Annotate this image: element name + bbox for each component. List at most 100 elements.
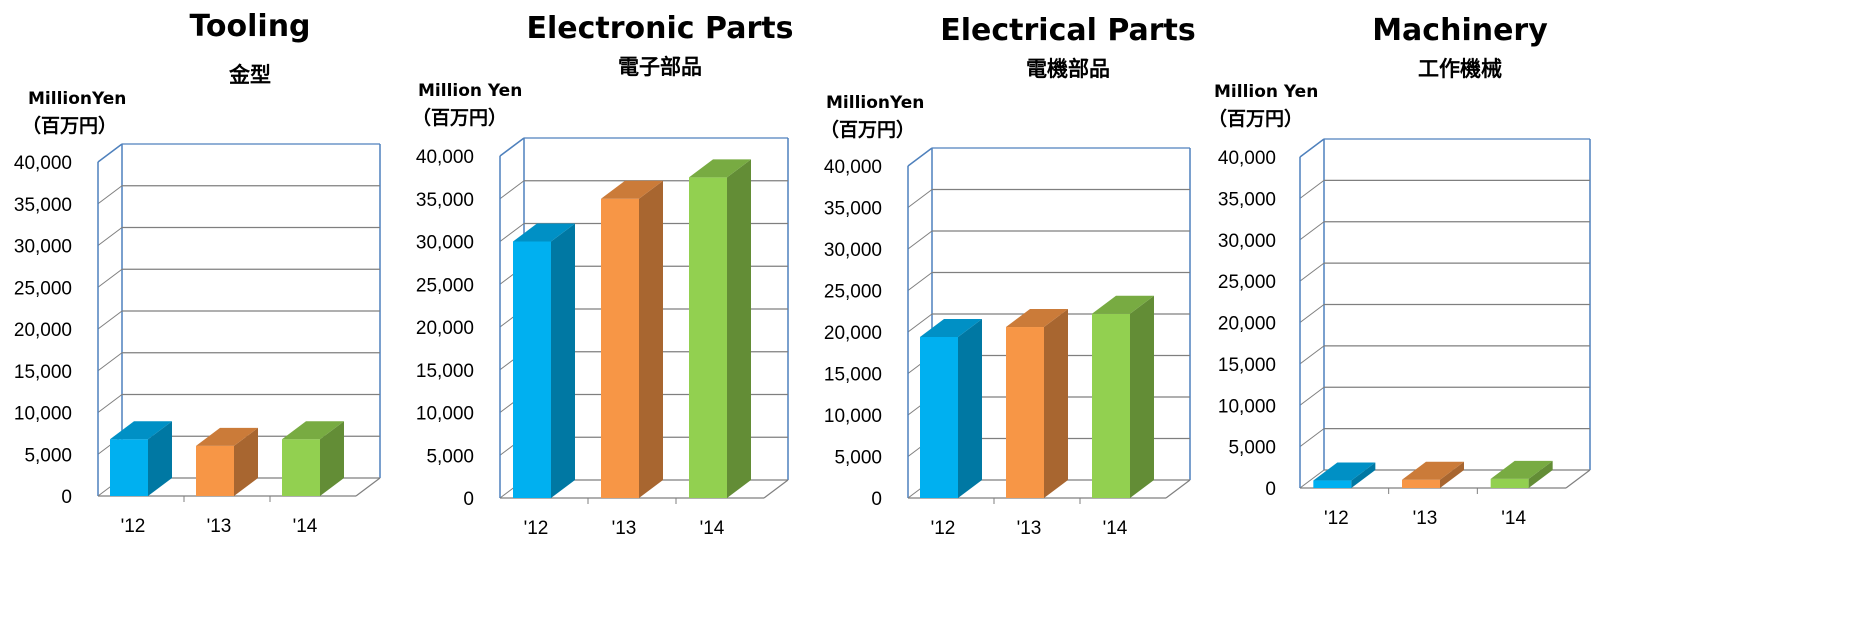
chart-subtitle: 金型 — [228, 63, 271, 87]
gridline-side — [1299, 345, 1325, 365]
bar-0 — [1313, 462, 1376, 488]
bar-front — [1490, 478, 1529, 488]
unit-label: MillionYen — [28, 89, 126, 109]
y-tick-label: 40,000 — [14, 153, 72, 174]
top-edge — [907, 147, 933, 167]
bar-front — [1006, 327, 1044, 498]
floor-edge — [1165, 479, 1191, 499]
x-tick-label: '13 — [612, 518, 637, 539]
bar-side — [1351, 462, 1376, 488]
y-tick-label: 0 — [463, 489, 474, 510]
y-tick-label: 0 — [61, 487, 72, 508]
bar-0 — [110, 421, 172, 496]
chart-title: Electrical Parts — [940, 13, 1196, 48]
bar-top — [1313, 462, 1376, 481]
bar-side — [551, 223, 575, 498]
y-tick-label: 20,000 — [14, 320, 72, 341]
y-tick-label: 10,000 — [14, 404, 72, 425]
unit-label-jp: （百万円） — [412, 106, 507, 129]
gridline-side — [907, 230, 933, 250]
x-tick-label: '12 — [1324, 508, 1349, 529]
bar-top — [196, 427, 258, 446]
top-edge — [499, 137, 525, 157]
y-tick-label: 5,000 — [834, 448, 882, 469]
gridline-side — [907, 313, 933, 333]
bar-side — [639, 180, 663, 498]
chart-panel-3: Machinery 工作機械 Million Yen （百万円） 0 5,000 10,00… — [1208, 13, 1591, 529]
x-tick-label: '14 — [1103, 518, 1128, 539]
gridline-side — [97, 352, 123, 372]
y-tick-label: 10,000 — [416, 404, 474, 425]
gridline-side — [97, 227, 123, 246]
bar-0 — [513, 223, 575, 498]
chart-title: Electronic Parts — [527, 11, 794, 46]
bar-1 — [1006, 309, 1068, 498]
x-tick-label: '14 — [293, 516, 318, 537]
x-tick-label: '13 — [1413, 508, 1438, 529]
y-tick-label: 15,000 — [824, 365, 882, 386]
chart-subtitle: 電子部品 — [618, 55, 702, 79]
y-tick-label: 15,000 — [416, 361, 474, 382]
bar-side — [727, 159, 751, 498]
gridline-side — [907, 272, 933, 291]
bar-top — [513, 223, 575, 242]
y-tick-label: 5,000 — [1228, 438, 1276, 459]
gridline-side — [1299, 469, 1325, 489]
gridline-side — [97, 310, 123, 330]
bar-side — [1044, 309, 1068, 498]
bar-1 — [601, 180, 663, 498]
bar-1 — [1402, 461, 1464, 488]
y-tick-label: 15,000 — [1218, 355, 1276, 376]
bar-top — [110, 421, 172, 440]
y-tick-label: 30,000 — [824, 240, 882, 261]
gridline-side — [1299, 262, 1325, 282]
y-tick-label: 35,000 — [824, 199, 882, 220]
bar-top — [1006, 309, 1068, 328]
unit-label: MillionYen — [826, 93, 924, 113]
y-tick-label: 20,000 — [1218, 314, 1276, 335]
gridline-side — [97, 185, 123, 205]
y-tick-label: 30,000 — [14, 237, 72, 258]
bar-side — [1130, 295, 1154, 498]
bar-front — [920, 336, 958, 498]
top-edge — [1299, 138, 1325, 158]
bar-top — [920, 318, 982, 337]
y-tick-label: 25,000 — [14, 278, 72, 299]
bar-1 — [196, 427, 258, 496]
gridline-side — [1299, 221, 1325, 241]
gridline-side — [907, 189, 933, 208]
y-tick-label: 35,000 — [14, 195, 72, 216]
gridline-side — [499, 223, 525, 242]
x-tick-label: '14 — [1501, 508, 1526, 529]
chart-subtitle: 電機部品 — [1026, 57, 1110, 81]
y-tick-label: 40,000 — [824, 157, 882, 178]
bar-top — [601, 180, 663, 199]
chart-panel-0: Tooling 金型 MillionYen （百万円） 0 5,000 10,000 15,0… — [14, 9, 381, 537]
bar-side — [148, 421, 172, 496]
chart-panel-1: Electronic Parts 電子部品 Million Yen （百万円） 0 5,0… — [412, 11, 793, 539]
bar-2 — [689, 159, 751, 498]
y-tick-label: 0 — [871, 489, 882, 510]
bar-side — [234, 427, 258, 496]
unit-label-jp: （百万円） — [1208, 107, 1303, 130]
y-tick-label: 30,000 — [416, 233, 474, 254]
y-tick-label: 30,000 — [1218, 231, 1276, 252]
y-tick-label: 40,000 — [416, 147, 474, 168]
top-edge — [97, 143, 123, 163]
gridline-side — [1299, 304, 1325, 323]
y-tick-label: 25,000 — [824, 282, 882, 303]
bar-top — [1402, 461, 1464, 480]
bar-top — [1490, 460, 1553, 479]
chart-panel-2: Electrical Parts 電機部品 MillionYen （百万円） 0 5,00… — [820, 13, 1196, 539]
y-tick-label: 5,000 — [426, 446, 474, 467]
x-tick-label: '13 — [1017, 518, 1042, 539]
y-tick-label: 20,000 — [824, 323, 882, 344]
y-tick-label: 10,000 — [824, 406, 882, 427]
y-tick-label: 35,000 — [416, 190, 474, 211]
bar-front — [1313, 480, 1352, 488]
bar-front — [1092, 313, 1130, 498]
bar-0 — [920, 318, 982, 498]
bar-front — [110, 439, 148, 496]
bar-top — [689, 159, 751, 178]
unit-label: Million Yen — [1214, 82, 1318, 102]
